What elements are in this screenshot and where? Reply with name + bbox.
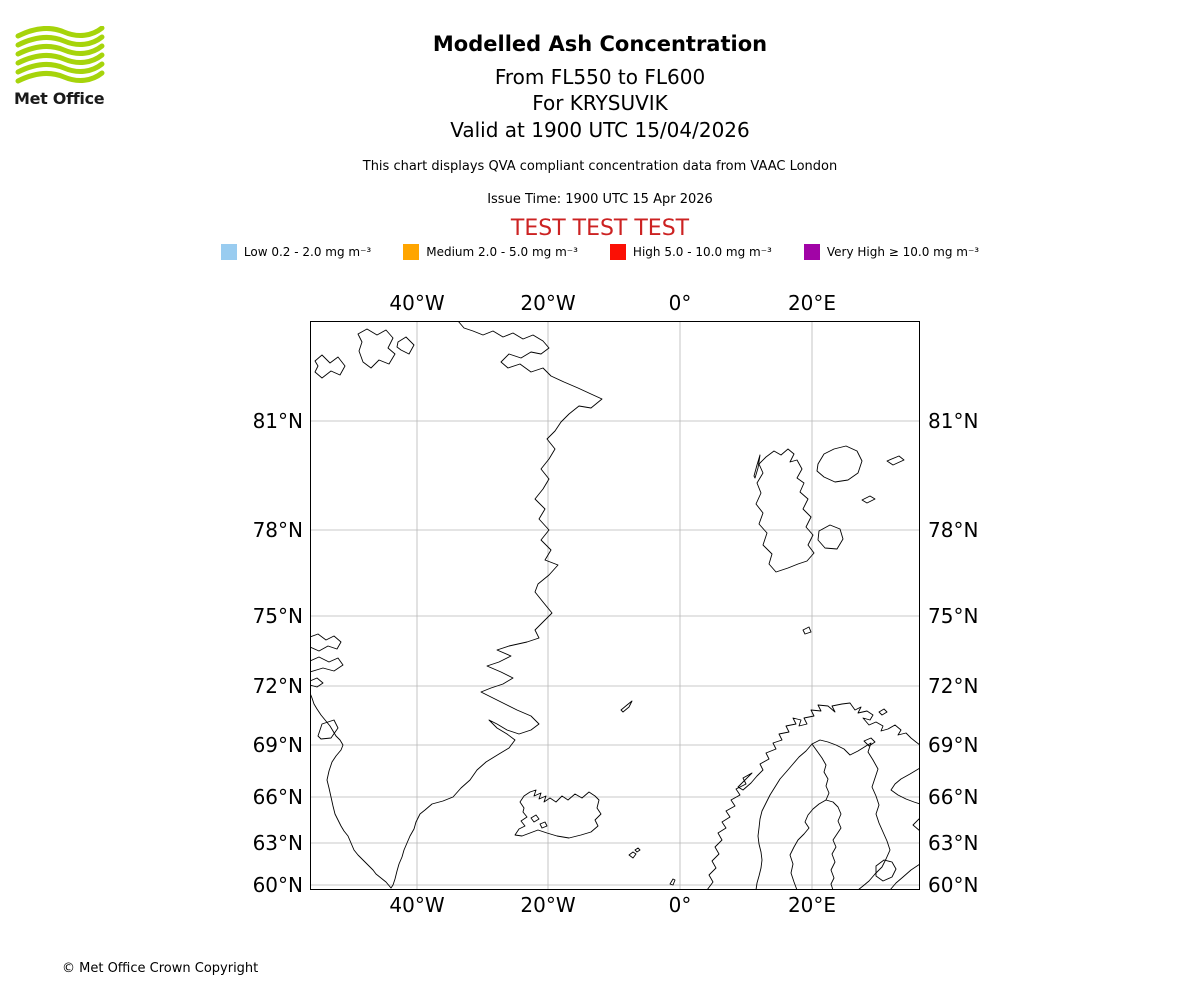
coastline-faroe-2 (634, 847, 641, 853)
legend-label-low: Low 0.2 - 2.0 mg m⁻³ (243, 245, 372, 259)
legend-swatch-medium (403, 244, 420, 260)
lat-tick-right-78n: 78°N (928, 518, 979, 542)
lon-tick-top-40w: 40°W (389, 291, 445, 315)
coastline-bear-island (802, 626, 812, 635)
logo-waves-icon (15, 25, 105, 84)
coastline-svalbard-edgeoya (817, 524, 844, 550)
subtitle-flight-levels: From FL550 to FL600 (494, 65, 706, 89)
coastline-white-sea (890, 767, 920, 805)
lon-tick-top-20w: 20°W (520, 291, 576, 315)
met-office-logo: Met Office (14, 25, 114, 108)
lat-tick-right-81n: 81°N (928, 409, 979, 433)
coastline-gulf-of-finland (889, 863, 920, 890)
coastline-svalbard-spitsbergen (755, 448, 815, 573)
lat-tick-left-66n: 66°N (252, 785, 303, 809)
lon-tick-top-0: 0° (668, 291, 692, 315)
border-sweden-finland (811, 743, 830, 801)
legend-label-medium: Medium 2.0 - 5.0 mg m⁻³ (426, 245, 578, 259)
lat-tick-left-81n: 81°N (252, 409, 303, 433)
lat-tick-left-63n: 63°N (252, 831, 303, 855)
lake-inari (863, 737, 876, 747)
lat-tick-left-72n: 72°N (252, 674, 303, 698)
issue-time: Issue Time: 1900 UTC 15 Apr 2026 (487, 192, 713, 207)
coastline-greenland-north-fjord-1 (314, 354, 346, 379)
coastline-greenland-north-fjord-2 (357, 328, 396, 369)
page-title: Modelled Ash Concentration (432, 32, 768, 56)
lat-tick-right-60n: 60°N (928, 873, 979, 897)
coastline-kong-karls-land (861, 495, 876, 504)
lat-tick-right-72n: 72°N (928, 674, 979, 698)
coastline-gulf-of-bothnia (789, 799, 842, 890)
lat-tick-right-66n: 66°N (928, 785, 979, 809)
legend-label-very-high: Very High ≥ 10.0 mg m⁻³ (826, 245, 980, 259)
lon-tick-bottom-40w: 40°W (389, 893, 445, 917)
coastline-iceland (514, 789, 602, 839)
footer-copyright: © Met Office Crown Copyright (62, 961, 259, 976)
lon-tick-bottom-20w: 20°W (520, 893, 576, 917)
coastline-faroe-1 (628, 851, 637, 859)
border-norway-sweden (755, 743, 813, 890)
test-banner: TEST TEST TEST (510, 216, 690, 241)
coastline-onega-bay (912, 817, 920, 832)
legend-swatch-low (220, 244, 237, 260)
coastline-shetland (669, 878, 676, 886)
legend-item-medium: Medium 2.0 - 5.0 mg m⁻³ (403, 244, 578, 260)
lat-tick-right-63n: 63°N (928, 831, 979, 855)
coastline-iceland-inner-2 (539, 821, 548, 829)
lat-tick-left-78n: 78°N (252, 518, 303, 542)
lat-tick-left-60n: 60°N (252, 873, 303, 897)
legend: Low 0.2 - 2.0 mg m⁻³ Medium 2.0 - 5.0 mg… (0, 244, 1200, 260)
legend-swatch-high (609, 244, 626, 260)
map-area (310, 321, 920, 890)
map-canvas (310, 321, 920, 890)
coastline-jan-mayen (620, 700, 633, 713)
map-border (310, 321, 920, 890)
logo-wave-group (15, 25, 105, 84)
coastline-svalbard-nordaustlandet (816, 445, 863, 483)
lon-tick-bottom-20e: 20°E (787, 893, 837, 917)
subtitle-valid-time: Valid at 1900 UTC 15/04/2026 (450, 118, 750, 142)
coastline-greenland-west-fjord-3 (310, 677, 324, 688)
lat-tick-right-75n: 75°N (928, 604, 979, 628)
coastline-prins-karls-forland (753, 454, 761, 479)
coastline-greenland-north-fjord-3 (396, 336, 415, 355)
coastline-norway (706, 702, 920, 890)
lon-tick-top-20e: 20°E (787, 291, 837, 315)
map-grid (310, 321, 920, 890)
coastline-greenland-west-fjord-1 (310, 633, 342, 652)
border-finland-russia (811, 739, 891, 890)
island-barents-sea (878, 708, 888, 716)
legend-label-high: High 5.0 - 10.0 mg m⁻³ (632, 245, 772, 259)
chart-description: This chart displays QVA compliant concen… (362, 159, 838, 174)
coastline-group (310, 321, 920, 890)
lon-tick-bottom-0: 0° (668, 893, 692, 917)
coastline-greenland-west-fjord-2 (310, 656, 344, 673)
legend-item-very-high: Very High ≥ 10.0 mg m⁻³ (803, 244, 980, 260)
subtitle-volcano: For KRYSUVIK (532, 91, 668, 115)
lat-tick-left-69n: 69°N (252, 733, 303, 757)
legend-item-low: Low 0.2 - 2.0 mg m⁻³ (220, 244, 372, 260)
coastline-iceland-inner-1 (530, 814, 540, 823)
lat-tick-left-75n: 75°N (252, 604, 303, 628)
coastline-kvitoya (886, 455, 905, 466)
logo-text: Met Office (14, 89, 105, 108)
legend-item-high: High 5.0 - 10.0 mg m⁻³ (609, 244, 772, 260)
lat-tick-right-69n: 69°N (928, 733, 979, 757)
legend-swatch-very-high (803, 244, 820, 260)
coastline-greenland-main (310, 321, 603, 889)
coastline-disko-island (317, 719, 339, 740)
